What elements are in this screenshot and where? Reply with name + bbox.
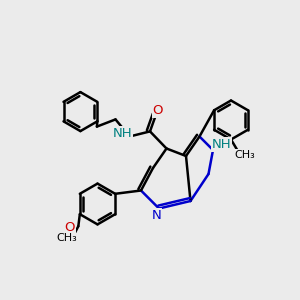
Text: O: O [152,104,163,118]
Text: N: N [152,208,161,222]
Text: NH: NH [212,138,231,151]
Text: CH₃: CH₃ [234,149,255,160]
Text: CH₃: CH₃ [56,233,77,243]
Text: NH: NH [112,127,132,140]
Text: O: O [65,220,75,234]
